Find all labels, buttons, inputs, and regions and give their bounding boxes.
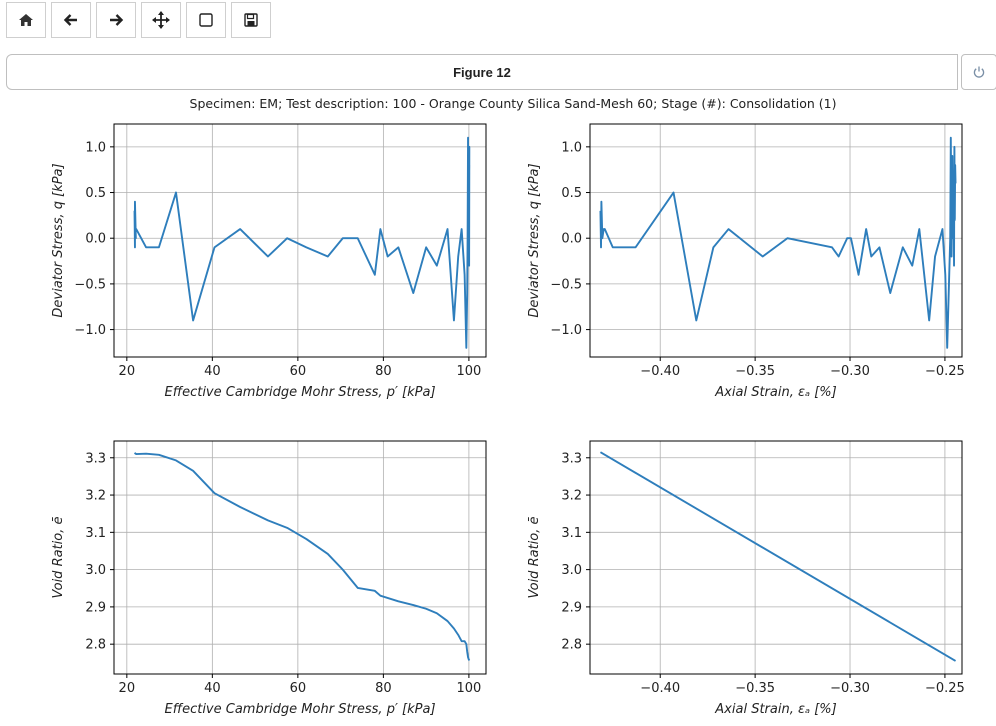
x-tick-label: 100: [456, 364, 481, 379]
axes-frame: [589, 440, 963, 675]
pan-button[interactable]: [141, 2, 181, 38]
back-button[interactable]: [51, 2, 91, 38]
x-tick-label: 100: [456, 681, 481, 696]
x-tick-label: −0.35: [735, 681, 775, 696]
x-axis-label: Effective Cambridge Mohr Stress, p′ [kPa…: [164, 385, 435, 400]
x-tick-label: 60: [290, 364, 307, 379]
chart-panel-2: −0.40 −0.35 −0.30 −0.25 −1.0 −0.5 0.0 0.5 1.0 Axi…: [527, 123, 965, 400]
zoom-rect-button[interactable]: [186, 2, 226, 38]
figure-title-bar: Figure 12: [6, 54, 958, 90]
x-tick-label: 20: [119, 364, 136, 379]
y-tick-label: −1.0: [550, 323, 582, 338]
y-tick-label: 3.2: [561, 489, 582, 504]
y-tick-label: 0.0: [561, 232, 582, 247]
power-icon: [973, 66, 985, 78]
home-icon: [19, 14, 33, 26]
move-icon: [152, 11, 170, 29]
y-tick-label: 3.1: [85, 526, 106, 541]
data-series-line: [133, 136, 471, 349]
save-button[interactable]: [231, 2, 271, 38]
y-tick-label: 3.0: [561, 563, 582, 578]
square-icon: [199, 13, 213, 27]
chart-panel-3: 20 40 60 80 100 2.8 2.9 3.0 3.1 3.2 3.3 Effective C…: [51, 440, 487, 717]
x-tick-label: 20: [119, 681, 136, 696]
y-tick-label: 0.5: [561, 186, 582, 201]
x-tick-label: 60: [290, 681, 307, 696]
x-tick-label: −0.30: [830, 364, 870, 379]
plot-toolbar: [6, 2, 276, 38]
y-axis-label: Void Ratio, ē: [51, 516, 66, 598]
y-tick-label: 0.5: [85, 186, 106, 201]
x-tick-label: −0.25: [925, 681, 965, 696]
y-tick-label: 2.8: [85, 638, 106, 653]
x-tick-label: −0.40: [640, 681, 680, 696]
x-tick-label: −0.25: [925, 364, 965, 379]
x-tick-label: −0.40: [640, 364, 680, 379]
y-tick-label: 3.1: [561, 526, 582, 541]
y-axis-label: Deviator Stress, q [kPa]: [527, 163, 542, 317]
x-tick-label: 40: [204, 681, 221, 696]
x-tick-label: 80: [375, 364, 392, 379]
y-tick-label: 2.8: [561, 638, 582, 653]
forward-button[interactable]: [96, 2, 136, 38]
axes-frame: [589, 123, 963, 358]
x-axis-label: Effective Cambridge Mohr Stress, p′ [kPa…: [164, 702, 435, 717]
y-axis-label: Deviator Stress, q [kPa]: [51, 163, 66, 317]
floppy-disk-icon: [244, 13, 258, 27]
axes-frame: [113, 440, 487, 675]
data-series-line: [599, 136, 957, 349]
axes-frame: [113, 123, 487, 358]
y-tick-label: 3.2: [85, 489, 106, 504]
figure-title: Figure 12: [453, 64, 511, 80]
y-tick-label: 1.0: [561, 140, 582, 155]
x-tick-label: −0.30: [830, 681, 870, 696]
data-series-line: [599, 451, 957, 662]
data-series-line: [133, 452, 471, 661]
y-tick-label: 0.0: [85, 232, 106, 247]
y-tick-label: 3.0: [85, 563, 106, 578]
y-tick-label: −1.0: [74, 323, 106, 338]
chart-panel-1: 20 40 60 80 100 −1.0 −0.5 0.0 0.5 1.0 Effective Ca…: [51, 123, 487, 400]
y-tick-label: 3.3: [561, 451, 582, 466]
y-tick-label: 1.0: [85, 140, 106, 155]
y-axis-label: Void Ratio, ē: [527, 516, 542, 598]
y-tick-label: 3.3: [85, 451, 106, 466]
home-button[interactable]: [6, 2, 46, 38]
y-tick-label: −0.5: [74, 277, 106, 292]
y-tick-label: 2.9: [561, 600, 582, 615]
x-tick-label: −0.35: [735, 364, 775, 379]
x-tick-label: 80: [375, 681, 392, 696]
y-tick-label: −0.5: [550, 277, 582, 292]
x-axis-label: Axial Strain, εₐ [%]: [714, 385, 836, 400]
close-figure-button[interactable]: [961, 54, 996, 90]
arrow-left-icon: [63, 14, 77, 26]
x-tick-label: 40: [204, 364, 221, 379]
y-tick-label: 2.9: [85, 600, 106, 615]
x-axis-label: Axial Strain, εₐ [%]: [714, 702, 836, 717]
arrow-right-icon: [110, 14, 124, 26]
figure-suptitle: Specimen: EM; Test description: 100 - Or…: [190, 96, 837, 111]
chart-panel-4: −0.40 −0.35 −0.30 −0.25 2.8 2.9 3.0 3.1 3.2 3.3 Ax…: [527, 440, 965, 717]
